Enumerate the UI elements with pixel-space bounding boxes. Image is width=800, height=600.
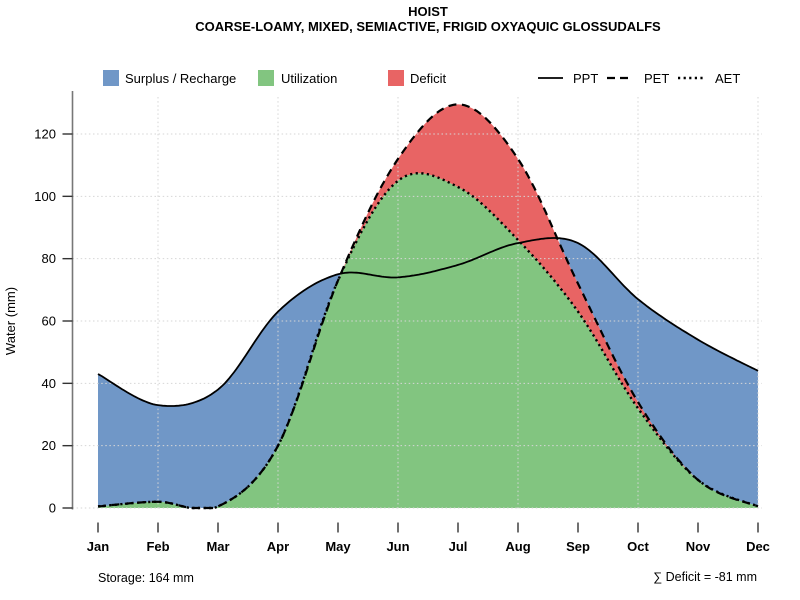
x-tick-label: Feb — [146, 539, 169, 554]
deficit-area — [340, 104, 694, 477]
y-tick-label: 20 — [42, 438, 56, 453]
y-tick-label: 40 — [42, 376, 56, 391]
y-tick-label: 80 — [42, 251, 56, 266]
x-tick-label: Mar — [206, 539, 229, 554]
legend-label-ppt: PPT — [573, 71, 598, 86]
utilization-swatch-icon — [258, 70, 274, 86]
aet-curve — [97, 171, 759, 510]
legend-label-aet: AET — [715, 71, 740, 86]
storage-annotation: Storage: 164 mm — [98, 571, 194, 585]
x-tick-label: Sep — [566, 539, 590, 554]
y-tick-label: 120 — [34, 127, 56, 142]
y-axis-title: Water (mm) — [3, 287, 18, 355]
legend: Surplus / Recharge Utilization Deficit P… — [103, 70, 740, 86]
x-tick-label: Apr — [267, 539, 289, 554]
pet-curve — [97, 103, 759, 510]
legend-label-utilization: Utilization — [281, 71, 337, 86]
y-tick-label: 100 — [34, 189, 56, 204]
x-tick-label: Jan — [87, 539, 109, 554]
chart-subtitle: COARSE-LOAMY, MIXED, SEMIACTIVE, FRIGID … — [195, 19, 661, 34]
legend-label-surplus: Surplus / Recharge — [125, 71, 236, 86]
legend-label-pet: PET — [644, 71, 669, 86]
x-tick-label: May — [325, 539, 351, 554]
y-tick-label: 0 — [49, 501, 56, 516]
deficit-sum-annotation: ∑ Deficit = -81 mm — [653, 570, 757, 584]
deficit-swatch-icon — [388, 70, 404, 86]
x-tick-label: Jun — [386, 539, 409, 554]
x-tick-label: Oct — [627, 539, 649, 554]
x-tick-label: Dec — [746, 539, 770, 554]
x-tick-label: Nov — [686, 539, 711, 554]
chart-title: HOIST — [408, 4, 448, 19]
x-tick-label: Aug — [505, 539, 530, 554]
x-tick-label: Jul — [449, 539, 468, 554]
utilization-area — [98, 173, 758, 508]
ppt-curve — [97, 237, 759, 407]
legend-label-deficit: Deficit — [410, 71, 447, 86]
surplus-recharge-area — [559, 238, 758, 507]
surplus-swatch-icon — [103, 70, 119, 86]
plot-area: 0 20 40 60 80 100 120 Jan Feb Mar Apr May Jun Jul Aug S… — [34, 91, 770, 554]
surplus-recharge-area — [98, 273, 341, 508]
y-tick-label: 60 — [42, 314, 56, 329]
